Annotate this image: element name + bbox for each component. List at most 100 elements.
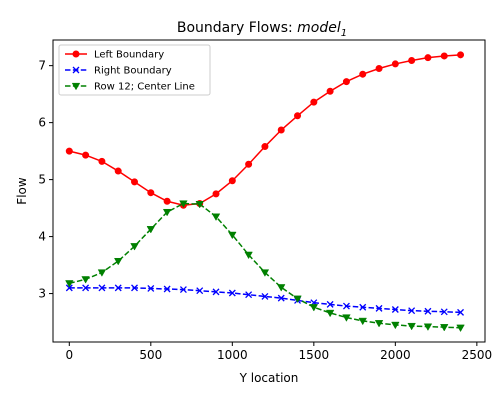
legend-marker-left-boundary	[72, 50, 80, 58]
data-point-row-12-center-line	[162, 208, 172, 217]
data-point-right-boundary	[98, 284, 106, 292]
data-point-right-boundary	[424, 307, 432, 315]
legend: Left Boundary Right Boundary Row 12; Cente…	[58, 44, 211, 96]
data-point-row-12-center-line	[276, 284, 286, 292]
data-point-right-boundary	[131, 284, 138, 292]
data-point-right-boundary	[408, 307, 416, 315]
data-point-row-12-center-line	[374, 320, 384, 328]
data-point-right-boundary	[359, 303, 367, 311]
x-axis: 0 500 1000 1500 2000 2500	[65, 342, 492, 362]
data-point-right-boundary	[179, 286, 187, 294]
legend-label-left-boundary: Left Boundary	[94, 50, 164, 61]
y-tick-label: 5	[38, 173, 46, 187]
legend-label-row-12-center-line: Row 12; Center Line	[94, 82, 195, 93]
data-point-left-boundary	[326, 87, 334, 95]
x-tick-label: 1500	[299, 348, 330, 362]
data-point-right-boundary	[114, 284, 122, 292]
data-point-right-boundary	[342, 302, 350, 310]
data-point-left-boundary	[261, 143, 269, 151]
data-point-row-12-center-line	[244, 251, 253, 260]
data-point-right-boundary	[261, 292, 269, 300]
data-point-right-boundary	[245, 291, 253, 299]
x-tick-label: 1000	[217, 348, 248, 362]
data-point-left-boundary	[391, 60, 399, 68]
data-point-right-boundary	[147, 284, 155, 292]
data-point-left-boundary	[375, 64, 383, 72]
x-axis-label: Y location	[239, 371, 299, 385]
data-point-row-12-center-line	[211, 213, 221, 221]
x-tick-label: 500	[139, 348, 162, 362]
data-point-row-12-center-line	[423, 323, 433, 331]
data-point-left-boundary	[277, 126, 285, 134]
data-point-row-12-center-line	[342, 314, 351, 322]
data-point-row-12-center-line	[309, 304, 319, 312]
data-point-row-12-center-line	[179, 200, 188, 208]
data-point-row-12-center-line	[260, 269, 270, 277]
data-point-left-boundary	[424, 54, 432, 62]
data-point-right-boundary	[440, 308, 448, 316]
x-tick-label: 0	[65, 348, 73, 362]
data-point-row-12-center-line	[228, 231, 237, 240]
x-tick-label: 2000	[380, 348, 411, 362]
series-row-12-center-line	[65, 200, 465, 333]
data-point-left-boundary	[245, 160, 253, 168]
data-point-row-12-center-line	[97, 269, 107, 277]
chart-title-subscript: 1	[341, 28, 347, 39]
series-right-boundary	[65, 284, 465, 316]
data-point-left-boundary	[131, 178, 139, 186]
plot-area	[65, 51, 465, 333]
data-point-left-boundary	[114, 167, 122, 175]
data-point-row-12-center-line	[391, 321, 400, 330]
data-point-right-boundary	[212, 288, 220, 296]
data-point-row-12-center-line	[293, 295, 302, 303]
data-point-right-boundary	[82, 284, 90, 292]
legend-marker-right-boundary	[72, 66, 80, 74]
data-point-left-boundary	[457, 51, 465, 59]
legend-box	[58, 44, 211, 96]
data-point-left-boundary	[82, 151, 90, 159]
data-point-left-boundary	[408, 57, 416, 65]
data-point-right-boundary	[65, 284, 73, 292]
data-point-left-boundary	[228, 177, 236, 185]
data-point-left-boundary	[65, 147, 73, 155]
data-point-right-boundary	[391, 306, 399, 313]
plot-frame	[52, 39, 486, 343]
legend-label-right-boundary: Right Boundary	[94, 66, 172, 77]
y-axis-label: Flow	[15, 177, 29, 205]
x-tick-label: 2500	[462, 348, 493, 362]
chart-title-main: Boundary Flows:	[177, 20, 297, 36]
data-point-row-12-center-line	[456, 324, 465, 333]
data-point-row-12-center-line	[65, 280, 74, 288]
data-point-left-boundary	[147, 189, 155, 197]
data-point-row-12-center-line	[358, 317, 367, 326]
data-point-left-boundary	[212, 190, 220, 198]
data-point-row-12-center-line	[130, 243, 139, 251]
data-point-row-12-center-line	[195, 201, 204, 209]
data-point-left-boundary	[294, 112, 302, 120]
data-point-right-boundary	[326, 300, 334, 308]
data-point-right-boundary	[196, 287, 204, 295]
data-point-row-12-center-line	[113, 257, 123, 266]
data-point-right-boundary	[375, 304, 383, 312]
data-point-left-boundary	[342, 78, 350, 86]
series-left-boundary	[65, 51, 465, 209]
data-point-left-boundary	[163, 197, 171, 205]
legend-marker-row-12-center-line	[71, 82, 81, 91]
y-tick-label: 7	[38, 59, 46, 73]
y-tick-label: 3	[38, 287, 46, 301]
data-point-left-boundary	[440, 52, 448, 60]
data-point-right-boundary	[457, 308, 465, 316]
data-point-left-boundary	[310, 98, 318, 106]
data-point-row-12-center-line	[81, 276, 90, 284]
chart-title: Boundary Flows: model1	[177, 20, 347, 39]
data-point-right-boundary	[277, 294, 285, 302]
data-point-left-boundary	[98, 157, 106, 165]
data-point-right-boundary	[228, 289, 236, 297]
data-point-right-boundary	[163, 285, 171, 293]
data-point-row-12-center-line	[146, 226, 156, 234]
data-point-left-boundary	[359, 70, 367, 78]
chart-title-math: model	[297, 20, 341, 36]
data-point-row-12-center-line	[440, 324, 449, 332]
